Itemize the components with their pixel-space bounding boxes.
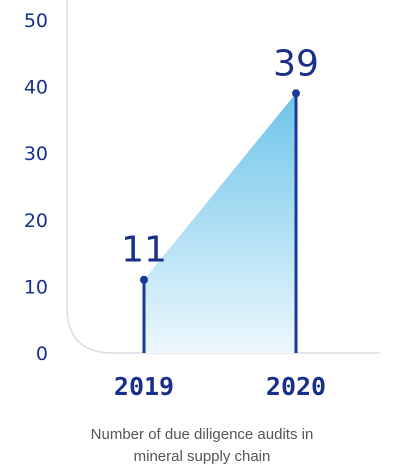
data-labels: 11 39 [121, 43, 319, 270]
chart-frame [66, 0, 380, 354]
area-fill [144, 93, 296, 353]
data-stems [140, 89, 300, 353]
y-tick-label-0: 0 [36, 343, 48, 365]
x-tick-label-2019: 2019 [114, 372, 174, 401]
y-tick-label-30: 30 [24, 143, 48, 165]
y-tick-label-10: 10 [24, 276, 48, 298]
x-axis-ticks: 2019 2020 [114, 372, 326, 401]
y-tick-label-50: 50 [24, 10, 48, 32]
y-tick-label-40: 40 [24, 77, 48, 99]
y-axis-ticks: 0 10 20 30 40 50 [24, 10, 48, 365]
chart-caption: Number of due diligence audits in minera… [0, 424, 404, 468]
point-2019 [140, 275, 148, 284]
data-label-2020: 39 [273, 43, 319, 84]
x-tick-label-2020: 2020 [266, 372, 326, 401]
point-2020 [292, 89, 300, 98]
caption-line-2: mineral supply chain [133, 448, 271, 465]
caption-line-1: Number of due diligence audits in [90, 426, 314, 443]
data-label-2019: 11 [121, 230, 167, 271]
y-tick-label-20: 20 [24, 210, 48, 232]
